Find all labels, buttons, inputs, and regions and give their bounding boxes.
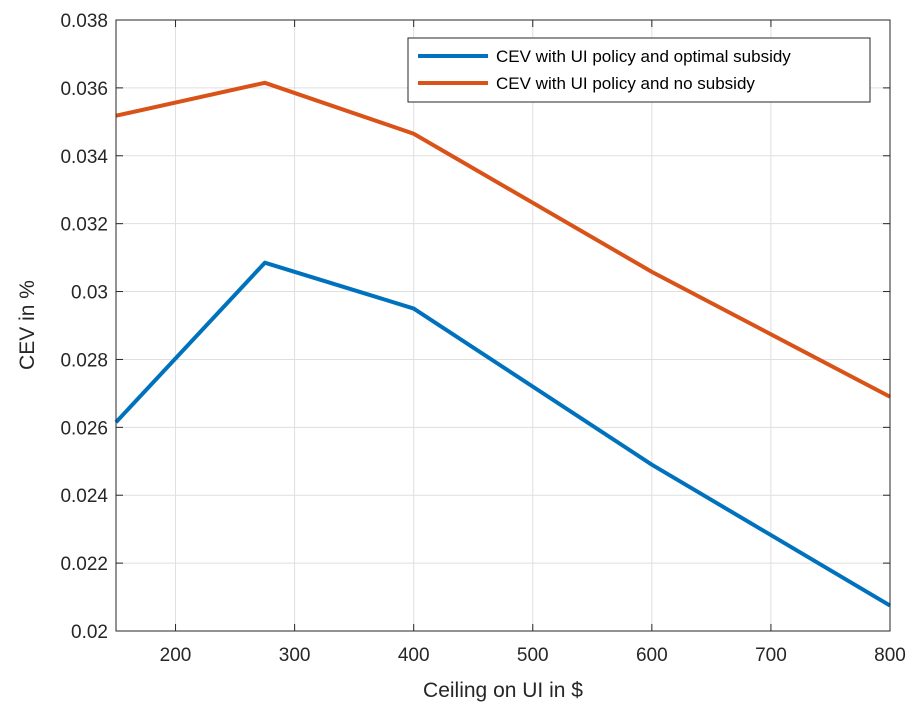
y-tick-label: 0.024	[60, 486, 108, 507]
x-tick-labels: 200 300 400 500 600 700 800	[160, 645, 906, 666]
series-line-1	[114, 260, 892, 608]
axes-box	[115, 19, 891, 632]
x-tick-label: 400	[398, 645, 430, 666]
x-tick-label: 700	[755, 645, 787, 666]
y-tick-label: 0.028	[60, 350, 108, 371]
series-layer	[114, 80, 892, 608]
legend-label-2: CEV with UI policy and no subsidy	[496, 74, 755, 93]
x-tick-label: 300	[279, 645, 311, 666]
legend: CEV with UI policy and optimal subsidy CE…	[407, 37, 871, 103]
y-tick-label: 0.03	[71, 283, 108, 304]
y-tick-label: 0.02	[71, 622, 108, 643]
y-tick-label: 0.032	[60, 215, 108, 236]
y-tick-label: 0.034	[60, 147, 108, 168]
legend-label-1: CEV with UI policy and optimal subsidy	[496, 47, 791, 66]
y-tick-label: 0.026	[60, 418, 108, 439]
x-tick-label: 500	[517, 645, 549, 666]
ticks	[116, 19, 891, 632]
x-axis-label: Ceiling on UI in $	[423, 679, 583, 702]
y-tick-label: 0.038	[60, 11, 108, 32]
x-tick-label: 200	[160, 645, 192, 666]
y-tick-label: 0.022	[60, 554, 108, 575]
legend-entries: CEV with UI policy and optimal subsidy CE…	[418, 47, 791, 93]
legend-box	[407, 37, 871, 103]
grid	[116, 19, 891, 632]
x-tick-label: 800	[874, 645, 906, 666]
y-tick-label: 0.036	[60, 79, 108, 100]
x-tick-label: 600	[636, 645, 668, 666]
y-tick-labels: 0.02 0.022 0.024 0.026 0.028 0.03 0.032 0.034 0.…	[60, 11, 108, 643]
y-axis-label: CEV in %	[16, 280, 39, 370]
series-line-2	[115, 80, 891, 399]
